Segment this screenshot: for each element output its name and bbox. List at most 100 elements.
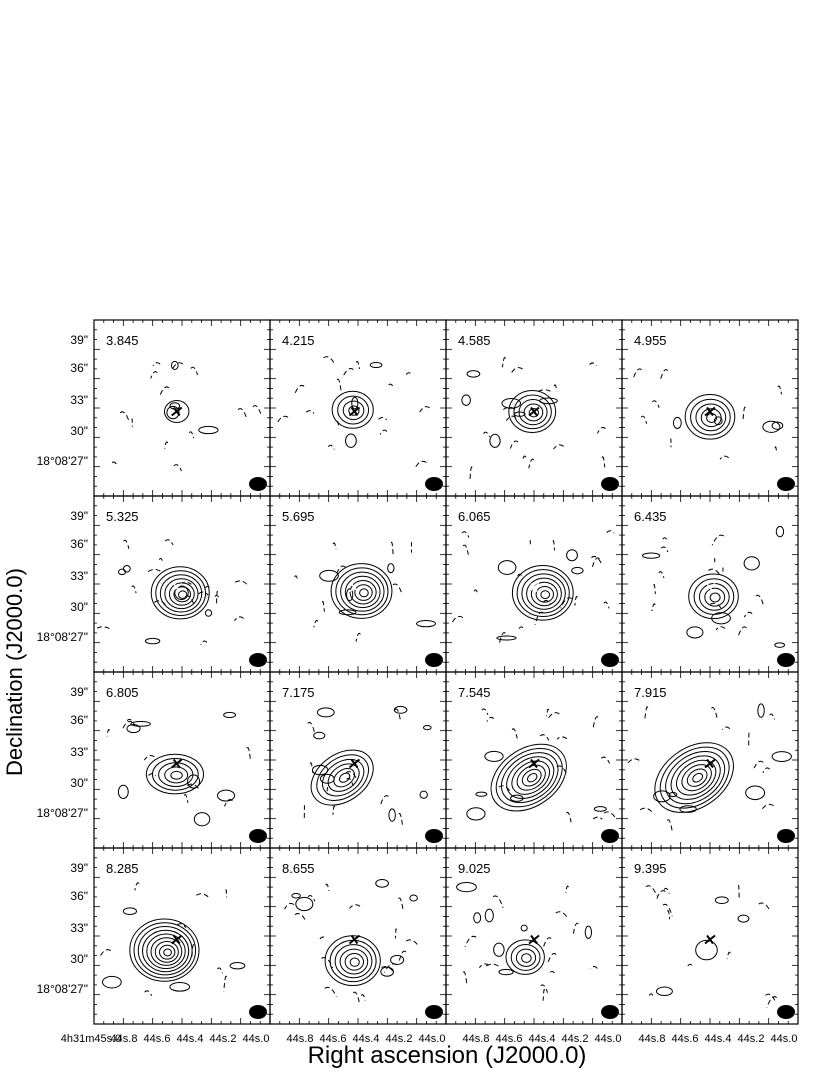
emission-contour <box>163 948 172 957</box>
negative-contour <box>252 405 262 414</box>
emission-contour <box>330 563 393 619</box>
negative-contour <box>640 415 648 424</box>
negative-contour <box>188 431 195 439</box>
beam-ellipse <box>601 829 619 843</box>
y-tick-label: 30" <box>70 600 88 614</box>
noise-contour <box>653 790 671 803</box>
negative-contour <box>321 600 325 612</box>
beam-ellipse <box>425 829 443 843</box>
noise-contour <box>473 912 482 924</box>
negative-contour <box>378 416 388 421</box>
x-tick-label: 44s.0 <box>595 1033 622 1045</box>
negative-contour <box>539 734 550 741</box>
negative-contour <box>556 736 568 740</box>
beam-ellipse <box>777 1005 795 1019</box>
channel-panel: 4.955 <box>621 319 799 497</box>
negative-contour <box>213 594 220 599</box>
negative-contour <box>762 767 771 774</box>
negative-contour <box>109 461 117 465</box>
noise-contour <box>409 894 418 902</box>
emission-contour <box>490 743 567 812</box>
y-tick-label: 39" <box>70 333 88 347</box>
negative-contour <box>332 542 337 550</box>
negative-contour <box>346 777 354 787</box>
emission-contour <box>515 948 537 967</box>
x-tick-label: 44s.2 <box>210 1033 237 1045</box>
negative-contour <box>131 585 137 594</box>
negative-contour <box>234 616 245 621</box>
negative-contour <box>726 951 731 959</box>
negative-contour <box>98 949 111 959</box>
negative-contour <box>379 429 388 435</box>
noise-contour <box>566 549 578 562</box>
negative-contour <box>352 991 360 1004</box>
noise-contour <box>126 724 141 734</box>
y-tick-label: 30" <box>70 776 88 790</box>
emission-contour <box>665 751 726 805</box>
beam-ellipse <box>601 1005 619 1019</box>
negative-contour <box>390 541 394 556</box>
noise-contour <box>771 421 784 430</box>
x-axis-title: Right ascension (J2000.0) <box>308 1042 587 1069</box>
negative-contour <box>481 708 489 716</box>
negative-contour <box>606 530 615 534</box>
negative-contour <box>355 632 361 642</box>
noise-contour <box>422 725 432 731</box>
negative-contour <box>294 913 307 923</box>
negative-contour <box>122 720 133 730</box>
emission-contour <box>688 573 739 620</box>
negative-contour <box>565 885 569 893</box>
negative-contour <box>123 539 130 549</box>
protostar-marker <box>530 406 538 417</box>
noise-contour <box>498 968 514 976</box>
channel-velocity-label: 7.545 <box>458 685 491 700</box>
x-tick-label: 44s.4 <box>529 1033 556 1045</box>
noise-contour <box>775 525 785 538</box>
emission-contour <box>150 937 183 966</box>
negative-contour <box>172 362 184 369</box>
protostar-marker <box>173 583 181 592</box>
negative-contour <box>711 534 725 546</box>
negative-contour <box>560 597 573 609</box>
noise-contour <box>656 986 673 996</box>
negative-contour <box>518 626 526 631</box>
noise-contour <box>466 370 481 378</box>
negative-contour <box>722 726 731 731</box>
noise-contour <box>593 806 607 812</box>
channel-velocity-label: 7.175 <box>282 685 315 700</box>
negative-contour <box>546 708 550 717</box>
negative-contour <box>360 994 366 1001</box>
emission-contour <box>310 749 374 806</box>
emission-contour <box>659 746 730 809</box>
y-tick-label: 33" <box>70 921 88 935</box>
negative-contour <box>662 537 669 543</box>
noise-contour <box>204 609 213 617</box>
negative-contour <box>485 963 500 968</box>
emission-contour <box>684 393 736 440</box>
x-tick-label: 4h31m45s.0 <box>61 1033 122 1045</box>
noise-contour <box>380 966 394 977</box>
negative-contour <box>639 807 653 812</box>
y-tick-label: 30" <box>70 952 88 966</box>
negative-contour <box>284 902 295 910</box>
negative-contour <box>758 902 771 911</box>
negative-contour <box>143 754 155 761</box>
noise-contour <box>520 924 528 932</box>
negative-contour <box>709 602 724 611</box>
negative-contour <box>719 455 730 460</box>
negative-contour <box>601 456 606 468</box>
x-tick-label: 44s.2 <box>386 1033 413 1045</box>
negative-contour <box>774 446 778 454</box>
negative-contour <box>498 632 506 644</box>
negative-contour <box>349 904 361 909</box>
emission-contour <box>686 768 708 787</box>
noise-contour <box>369 361 383 369</box>
negative-contour <box>666 819 673 832</box>
beam-ellipse <box>249 829 267 843</box>
noise-contour <box>571 566 584 575</box>
emission-contour <box>700 408 722 428</box>
negative-contour <box>326 787 329 795</box>
negative-contour <box>742 406 746 422</box>
noise-contour <box>316 707 335 718</box>
